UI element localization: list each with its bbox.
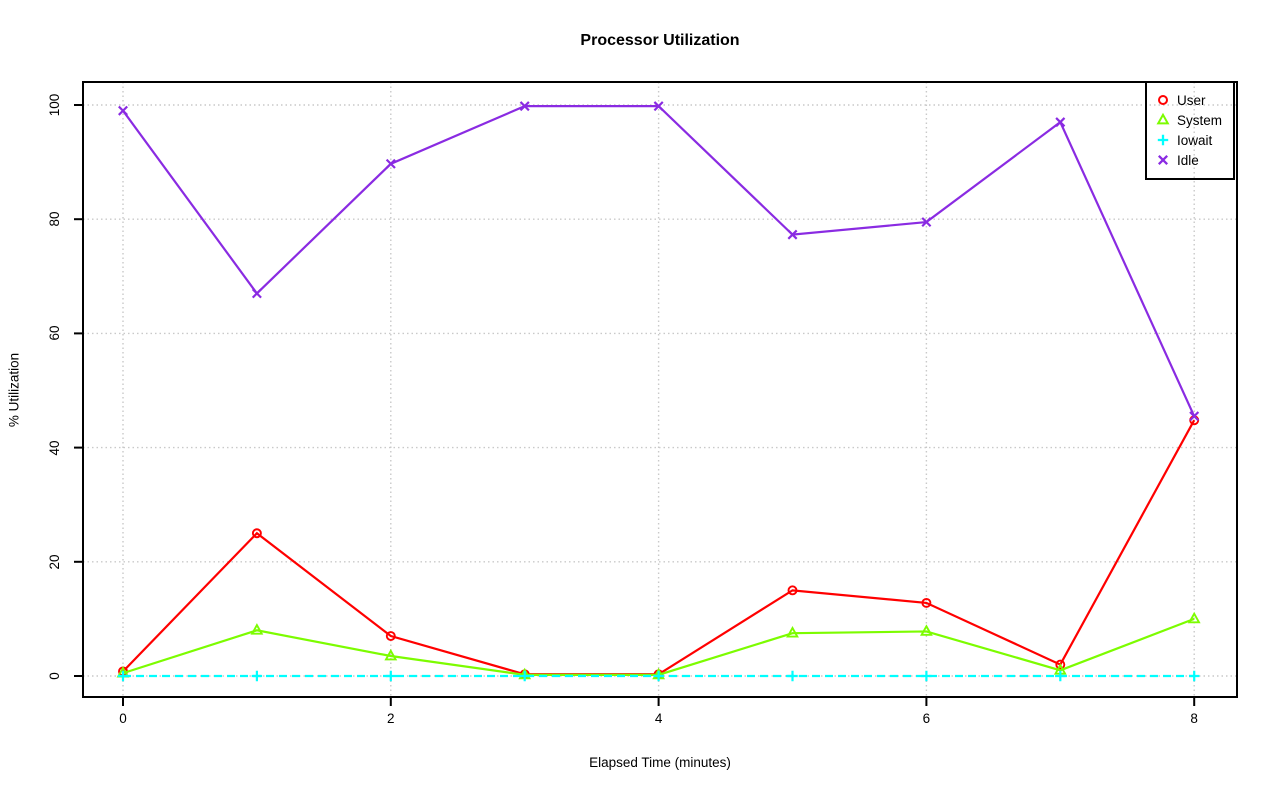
legend-item: Iowait <box>1154 130 1233 150</box>
x-tick-label: 8 <box>1190 711 1198 726</box>
legend-item: System <box>1154 110 1233 130</box>
y-tick-label: 60 <box>47 325 62 341</box>
y-tick-label: 40 <box>47 440 62 456</box>
legend-item-label: User <box>1177 92 1206 108</box>
legend-item-label: Idle <box>1177 152 1199 168</box>
y-tick-label: 80 <box>47 211 62 227</box>
legend-item: Idle <box>1154 150 1233 170</box>
legend-item-label: System <box>1177 112 1223 128</box>
legend-item: User <box>1154 90 1233 110</box>
legend-marker-plus-icon <box>1157 134 1169 146</box>
y-tick-label: 100 <box>47 93 62 117</box>
legend-item-label: Iowait <box>1177 132 1213 148</box>
x-axis-label: Elapsed Time (minutes) <box>589 755 731 770</box>
x-tick-label: 0 <box>119 711 127 726</box>
x-tick-label: 2 <box>387 711 395 726</box>
legend-marker-circle-icon <box>1158 95 1168 105</box>
y-tick-label: 0 <box>47 672 62 680</box>
legend: User System Iowait Idle <box>1145 81 1235 180</box>
y-tick-label: 20 <box>47 554 62 570</box>
chart-title: Processor Utilization <box>580 32 740 49</box>
x-tick-label: 4 <box>654 711 663 726</box>
legend-marker-triangle-icon <box>1156 112 1170 125</box>
legend-marker-x-icon <box>1157 154 1169 166</box>
x-tick-label: 6 <box>922 711 931 726</box>
y-axis-label: % Utilization <box>6 352 22 428</box>
